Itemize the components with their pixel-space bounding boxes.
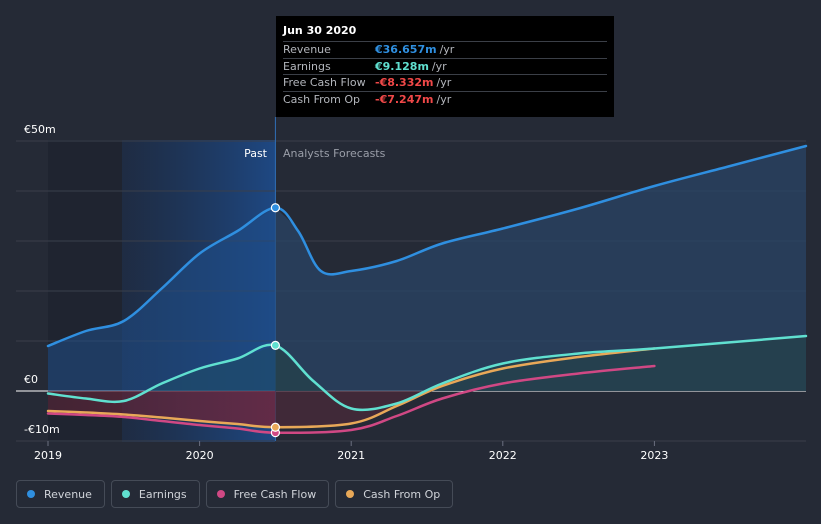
marker-cash-from-op: [270, 422, 280, 432]
forecast-label: Analysts Forecasts: [283, 147, 386, 160]
legend-label: Cash From Op: [363, 487, 441, 501]
legend-item-free-cash-flow[interactable]: Free Cash Flow: [205, 480, 330, 508]
x-tick-label: 2023: [640, 449, 668, 462]
series-line-earnings: [46, 334, 808, 412]
tooltip-label: Cash From Op: [283, 92, 361, 106]
y-tick-label: -€10m: [24, 423, 60, 436]
chart: €50m €0 -€10m 2019 2020 2021 2022 2023 Past Ana…: [16, 117, 808, 462]
tooltip-value: -€7.247m: [375, 92, 434, 106]
tooltip-row-cash-from-op: Cash From Op -€7.247m /yr: [283, 90, 607, 108]
revenue-area-past: [48, 207, 276, 391]
legend-dot-icon: [346, 490, 355, 498]
tooltip-label: Revenue: [283, 43, 331, 56]
legend: Revenue Earnings Free Cash Flow Cash Fro…: [16, 480, 454, 508]
tooltip-row-revenue: Revenue €36.657m /yr: [283, 41, 607, 58]
tooltip-row-earnings: Earnings €9.128m /yr: [283, 57, 607, 75]
legend-item-earnings[interactable]: Earnings: [110, 480, 200, 508]
series-areas: [48, 146, 806, 428]
x-tick-label: 2020: [186, 449, 214, 462]
legend-label: Earnings: [138, 487, 187, 501]
tooltip-label: Earnings: [283, 59, 331, 73]
x-tick-label: 2022: [489, 449, 517, 462]
legend-dot-icon: [27, 490, 35, 498]
marker-revenue: [270, 203, 280, 213]
tooltip-row-free-cash-flow: Free Cash Flow -€8.332m /yr: [283, 74, 607, 91]
y-tick-label: €0: [24, 373, 38, 386]
tooltip-unit: /yr: [439, 43, 455, 56]
x-tick-label: 2019: [34, 449, 62, 462]
tooltip-unit: /yr: [436, 76, 452, 89]
tooltip-value: -€8.332m: [375, 76, 434, 89]
axis-labels: €50m €0 -€10m 2019 2020 2021 2022 2023: [24, 123, 668, 462]
earnings-area-past: [48, 345, 276, 391]
earnings-area: [275, 336, 806, 391]
x-tick-label: 2021: [337, 449, 365, 462]
tooltip-value: €9.128m: [375, 59, 429, 73]
tooltip-value: €36.657m: [375, 43, 437, 56]
tooltip-label: Free Cash Flow: [283, 76, 366, 89]
tooltip-unit: /yr: [436, 92, 452, 106]
y-tick-label: €50m: [24, 123, 56, 136]
legend-label: Revenue: [44, 487, 92, 501]
legend-label: Free Cash Flow: [233, 487, 317, 501]
marker-earnings: [270, 340, 280, 350]
series-line-revenue: [46, 144, 808, 348]
tooltip: Jun 30 2020 Revenue €36.657m /yr Earning…: [276, 16, 614, 117]
past-label: Past: [244, 147, 268, 160]
markers: [270, 203, 280, 438]
tooltip-date: Jun 30 2020: [283, 24, 357, 37]
revenue-area: [275, 146, 806, 391]
legend-dot-icon: [121, 490, 130, 498]
tooltip-unit: /yr: [431, 59, 447, 73]
legend-item-cash-from-op[interactable]: Cash From Op: [335, 480, 454, 508]
legend-item-revenue[interactable]: Revenue: [16, 480, 105, 508]
legend-dot-icon: [216, 490, 225, 498]
